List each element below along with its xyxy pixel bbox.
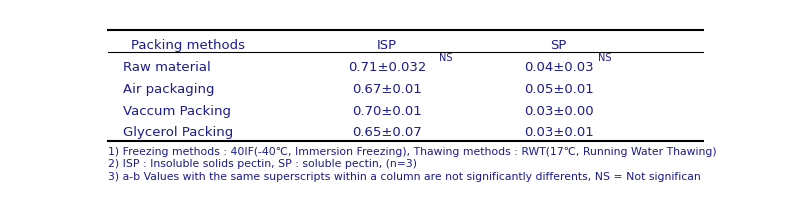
Text: Vaccum Packing: Vaccum Packing xyxy=(123,104,232,117)
Text: 1) Freezing methods : 40IF(-40℃, Immersion Freezing), Thawing methods : RWT(17℃,: 1) Freezing methods : 40IF(-40℃, Immersi… xyxy=(108,146,717,156)
Text: 0.71±0.032: 0.71±0.032 xyxy=(348,61,426,74)
Text: 2) ISP : Insoluble solids pectin, SP : soluble pectin, (n=3): 2) ISP : Insoluble solids pectin, SP : s… xyxy=(108,159,417,168)
Text: Air packaging: Air packaging xyxy=(123,82,215,95)
Text: 0.04±0.03: 0.04±0.03 xyxy=(524,61,593,74)
Text: 0.70±0.01: 0.70±0.01 xyxy=(352,104,422,117)
Text: Raw material: Raw material xyxy=(123,61,211,74)
Text: Packing methods: Packing methods xyxy=(131,39,244,52)
Text: Glycerol Packing: Glycerol Packing xyxy=(123,126,233,139)
Text: 0.03±0.01: 0.03±0.01 xyxy=(524,126,593,139)
Text: NS: NS xyxy=(599,53,612,63)
Text: 0.05±0.01: 0.05±0.01 xyxy=(524,82,593,95)
Text: NS: NS xyxy=(439,53,452,63)
Text: SP: SP xyxy=(551,39,567,52)
Text: 0.67±0.01: 0.67±0.01 xyxy=(352,82,422,95)
Text: 3) a-b Values with the same superscripts within a column are not significantly d: 3) a-b Values with the same superscripts… xyxy=(108,171,701,181)
Text: 0.65±0.07: 0.65±0.07 xyxy=(352,126,422,139)
Text: ISP: ISP xyxy=(377,39,397,52)
Text: 0.03±0.00: 0.03±0.00 xyxy=(524,104,593,117)
